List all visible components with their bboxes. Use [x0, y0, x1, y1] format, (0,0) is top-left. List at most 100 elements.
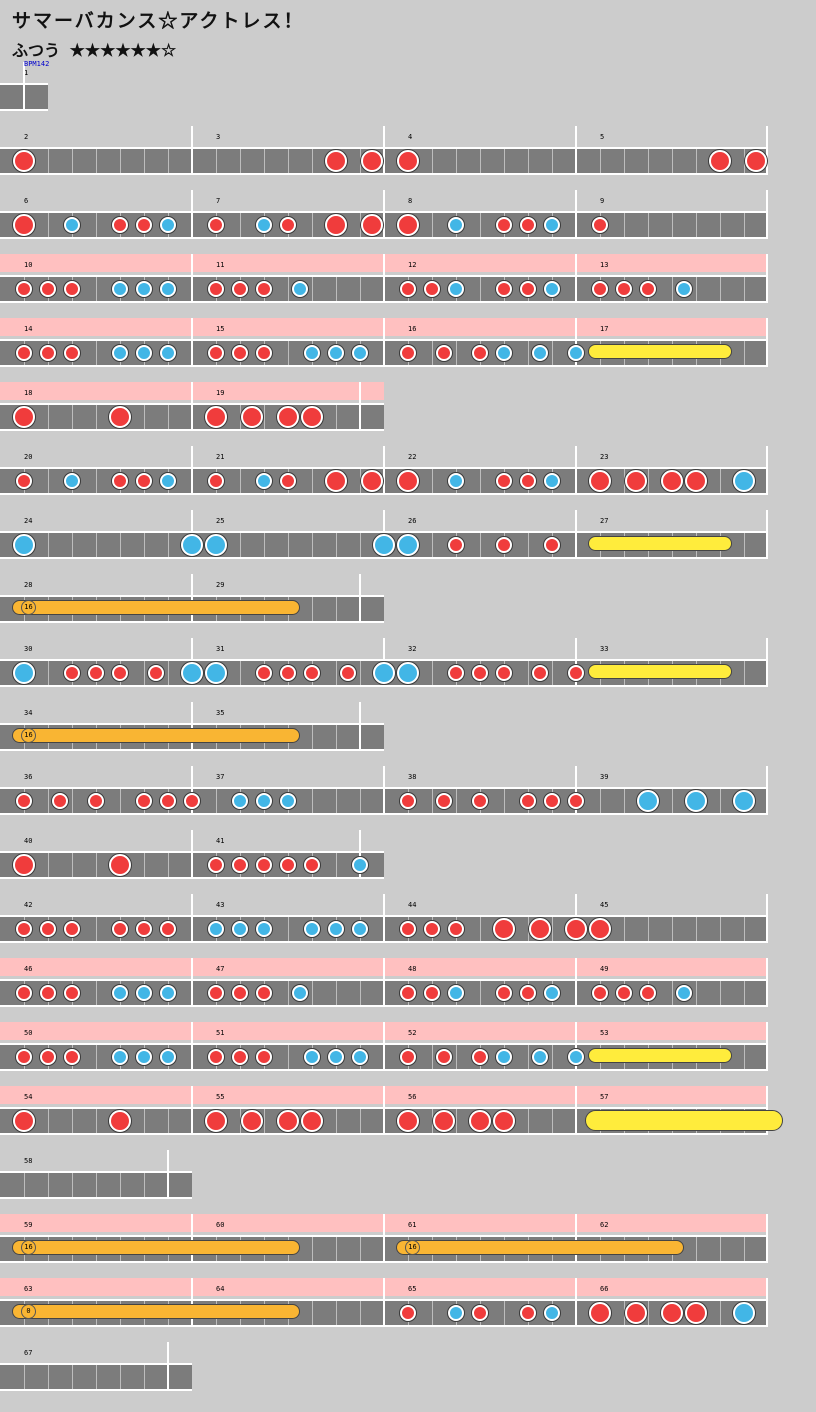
beat-line	[624, 1301, 625, 1325]
big-don-note	[361, 470, 383, 492]
bar-line	[383, 766, 385, 815]
bar-line	[191, 254, 193, 303]
drumroll-note	[588, 536, 732, 551]
big-don-note	[433, 1110, 455, 1132]
bar-line	[766, 318, 768, 367]
big-don-note	[13, 406, 35, 428]
beat-line	[168, 533, 169, 557]
beat-line	[96, 1045, 97, 1069]
beat-line	[360, 789, 361, 813]
ka-note	[352, 921, 368, 937]
ka-note	[292, 985, 308, 1001]
don-note	[592, 985, 608, 1001]
measure-number: 62	[600, 1221, 609, 1229]
beat-line	[624, 149, 625, 173]
ka-note	[160, 1049, 176, 1065]
beat-line	[552, 1109, 553, 1133]
beat-line	[216, 149, 217, 173]
beat-line	[696, 981, 697, 1005]
ka-note	[64, 473, 80, 489]
bar-line	[383, 958, 385, 1007]
beat-line	[720, 1301, 721, 1325]
chart-row: 6 7 8 9	[0, 190, 768, 260]
don-note	[40, 1049, 56, 1065]
beat-line	[240, 213, 241, 237]
measure-number: 32	[408, 645, 417, 653]
beat-line	[648, 149, 649, 173]
beat-line	[360, 469, 361, 493]
beat-line	[672, 981, 673, 1005]
beat-line	[600, 149, 601, 173]
ka-note	[496, 345, 512, 361]
don-note	[64, 1049, 80, 1065]
big-don-note	[589, 918, 611, 940]
beat-line	[744, 917, 745, 941]
don-note	[472, 345, 488, 361]
beat-line	[48, 149, 49, 173]
beat-line	[720, 277, 721, 301]
bar-line	[191, 382, 193, 431]
don-note	[280, 217, 296, 233]
don-note	[472, 793, 488, 809]
beat-line	[240, 469, 241, 493]
measure-number: 58	[24, 1157, 33, 1165]
don-note	[232, 345, 248, 361]
big-ka-note	[373, 662, 395, 684]
beat-line	[264, 1109, 265, 1133]
big-don-note	[397, 470, 419, 492]
measure-number: 37	[216, 773, 225, 781]
don-note	[52, 793, 68, 809]
bar-line	[766, 1278, 768, 1327]
beat-line	[48, 405, 49, 429]
beat-line	[312, 1237, 313, 1261]
bar-line	[575, 638, 577, 687]
measure-number: 31	[216, 645, 225, 653]
beat-line	[528, 149, 529, 173]
beat-line	[168, 853, 169, 877]
bar-line	[191, 830, 193, 879]
beat-line	[720, 789, 721, 813]
ka-note	[676, 281, 692, 297]
don-note	[148, 665, 164, 681]
big-don-note	[277, 1110, 299, 1132]
measure-number: 67	[24, 1349, 33, 1357]
beat-line	[264, 533, 265, 557]
don-note	[64, 985, 80, 1001]
beat-line	[336, 277, 337, 301]
measure-number: 13	[600, 261, 609, 269]
bar-line	[575, 766, 577, 815]
beat-line	[120, 533, 121, 557]
bar-line	[191, 766, 193, 815]
measure-number: 48	[408, 965, 417, 973]
big-ka-note	[733, 790, 755, 812]
big-ka-note	[397, 662, 419, 684]
chart-row: 58	[0, 1150, 192, 1220]
beat-line	[360, 213, 361, 237]
don-note	[112, 217, 128, 233]
bar-line	[191, 1278, 193, 1327]
beat-line	[144, 1173, 145, 1197]
don-note	[232, 1049, 248, 1065]
beat-line	[504, 789, 505, 813]
beat-line	[744, 1045, 745, 1069]
beat-line	[312, 469, 313, 493]
ka-note	[232, 921, 248, 937]
ka-note	[280, 793, 296, 809]
measure-number: 57	[600, 1093, 609, 1101]
don-note	[448, 537, 464, 553]
bar-line	[191, 958, 193, 1007]
chart-row: 54 55 56 57	[0, 1086, 783, 1156]
bar-line	[359, 574, 361, 623]
ka-note	[496, 1049, 512, 1065]
measure-number: 33	[600, 645, 609, 653]
chart-row: 40 41	[0, 830, 384, 900]
ka-note	[568, 345, 584, 361]
beat-line	[288, 917, 289, 941]
beat-line	[72, 853, 73, 877]
don-note	[400, 1305, 416, 1321]
don-note	[232, 281, 248, 297]
don-note	[16, 345, 32, 361]
don-note	[160, 793, 176, 809]
balloon-note: 16	[12, 1240, 300, 1255]
don-note	[340, 665, 356, 681]
